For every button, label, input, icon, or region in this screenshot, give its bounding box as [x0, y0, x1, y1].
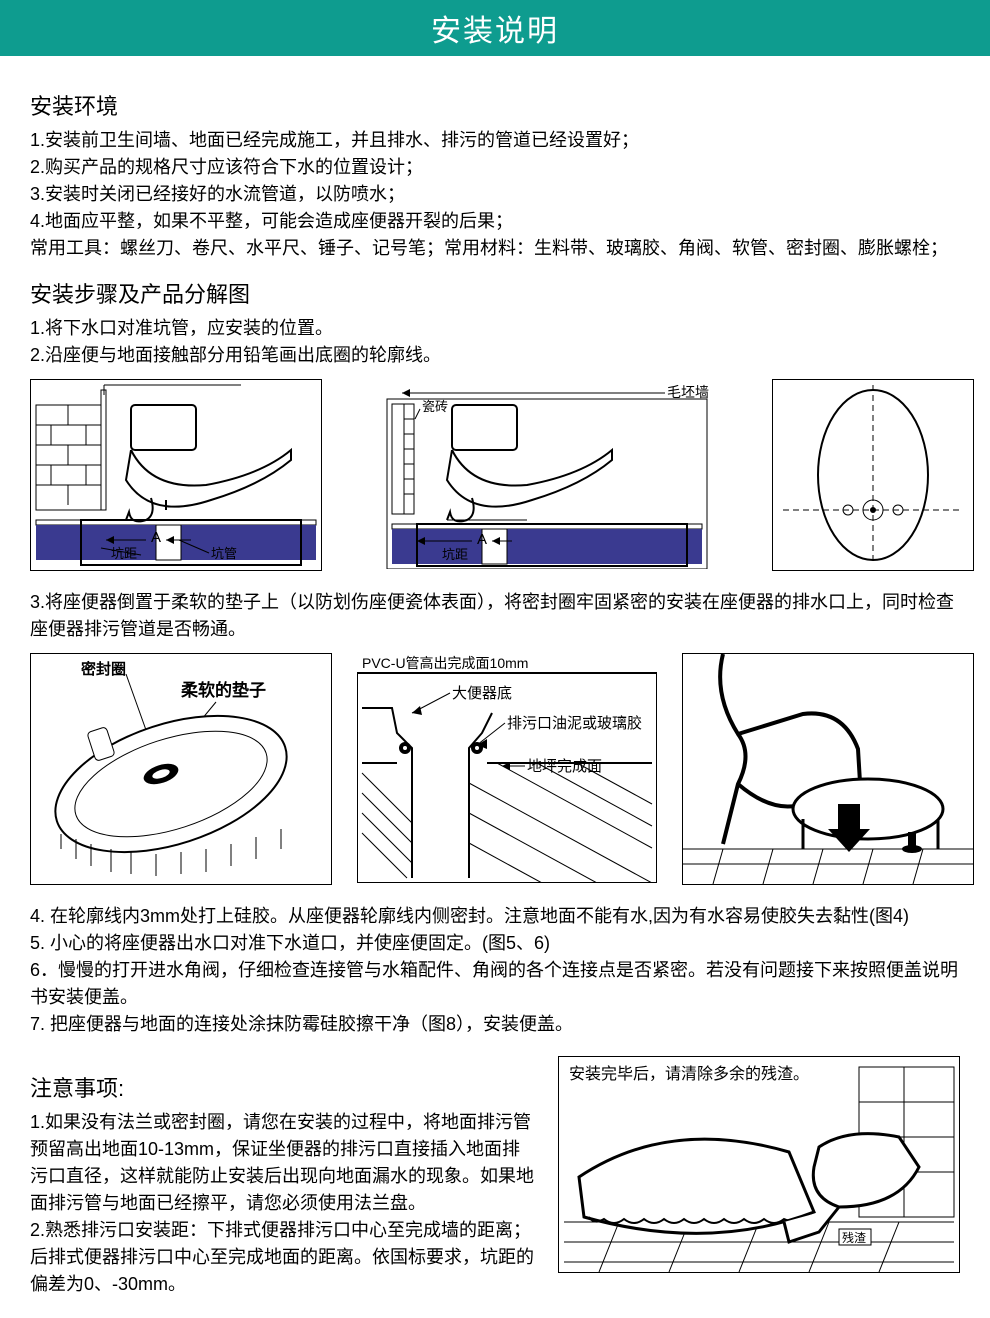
diagram-1c	[772, 379, 974, 571]
svg-text:坑距: 坑距	[442, 547, 468, 562]
steps-line-1: 1.将下水口对准坑管，应安装的位置。	[30, 315, 960, 342]
svg-text:瓷砖: 瓷砖	[422, 399, 448, 414]
svg-text:安装完毕后，请清除多余的残渣。: 安装完毕后，请清除多余的残渣。	[569, 1064, 809, 1083]
section-steps-title: 安装步骤及产品分解图	[30, 278, 960, 311]
diagram-1b-wrap: 毛坯墙 瓷砖	[347, 379, 747, 569]
diagram-final: 安装完毕后，请清除多余的残渣。	[558, 1056, 960, 1273]
svg-text:地坪完成面: 地坪完成面	[527, 758, 602, 775]
diagram-2a: 密封圈 柔软的垫子	[30, 653, 332, 885]
env-line-2: 2.购买产品的规格尺寸应该符合下水的位置设计；	[30, 154, 960, 181]
svg-text:毛坯墙: 毛坯墙	[667, 384, 709, 400]
svg-text:坑管: 坑管	[211, 546, 237, 561]
diagram-row-1: A 坑距 坑管 毛坯墙	[30, 379, 960, 571]
step-6: 6．慢慢的打开进水角阀，仔细检查连接管与水箱配件、角阀的各个连接点是否紧密。若没…	[30, 957, 960, 1011]
step-4: 4. 在轮廓线内3mm处打上硅胶。从座便器轮廓线内侧密封。注意地面不能有水,因为…	[30, 903, 960, 930]
notes-line-1: 1.如果没有法兰或密封圈，请您在安装的过程中，将地面排污管预留高出地面10-13…	[30, 1109, 538, 1217]
header-bar: 安装说明	[0, 0, 990, 56]
steps-line-2: 2.沿座便与地面接触部分用铅笔画出底圈的轮廓线。	[30, 342, 960, 369]
svg-text:A: A	[477, 531, 487, 548]
notes-row: 注意事项: 1.如果没有法兰或密封圈，请您在安装的过程中，将地面排污管预留高出地…	[30, 1056, 960, 1298]
svg-text:A: A	[151, 529, 161, 546]
step-3: 3.将座便器倒置于柔软的垫子上（以防划伤座便瓷体表面），将密封圈牢固紧密的安装在…	[30, 589, 960, 643]
svg-text:排污口油泥或玻璃胶: 排污口油泥或玻璃胶	[507, 715, 642, 732]
env-line-4: 4.地面应平整，如果不平整，可能会造成座便器开裂的后果；	[30, 208, 960, 235]
notes-text: 注意事项: 1.如果没有法兰或密封圈，请您在安装的过程中，将地面排污管预留高出地…	[30, 1056, 538, 1298]
svg-text:残渣: 残渣	[842, 1231, 866, 1245]
env-line-1: 1.安装前卫生间墙、地面已经完成施工，并且排水、排污的管道已经设置好；	[30, 127, 960, 154]
svg-text:柔软的垫子: 柔软的垫子	[181, 680, 266, 700]
svg-text:大便器底: 大便器底	[452, 685, 512, 702]
diagram-2c	[682, 653, 974, 885]
diagram-2b: PVC-U管高出完成面10mm 大便器底 排污口油泥或玻璃胶 地坪完成面	[357, 653, 657, 883]
diagram-1a: A 坑距 坑管	[30, 379, 322, 571]
step-7: 7. 把座便器与地面的连接处涂抹防霉硅胶擦干净（图8），安装便盖。	[30, 1011, 960, 1038]
step-5: 5. 小心的将座便器出水口对准下水道口，并使座便固定。(图5、6)	[30, 930, 960, 957]
diagram-row-2: 密封圈 柔软的垫子 PV	[30, 653, 960, 885]
svg-text:密封圈: 密封圈	[81, 660, 126, 678]
section-env-title: 安装环境	[30, 90, 960, 123]
svg-text:PVC-U管高出完成面10mm: PVC-U管高出完成面10mm	[362, 655, 528, 671]
env-line-5: 常用工具：螺丝刀、卷尺、水平尺、锤子、记号笔；常用材料：生料带、玻璃胶、角阀、软…	[30, 235, 960, 262]
env-line-3: 3.安装时关闭已经接好的水流管道，以防喷水；	[30, 181, 960, 208]
notes-title: 注意事项:	[30, 1072, 538, 1105]
header-title: 安装说明	[431, 15, 559, 48]
notes-line-2: 2.熟悉排污口安装距：下排式便器排污口中心至完成墙的距离；后排式便器排污口中心至…	[30, 1217, 538, 1298]
content: 安装环境 1.安装前卫生间墙、地面已经完成施工，并且排水、排污的管道已经设置好；…	[0, 56, 990, 1318]
